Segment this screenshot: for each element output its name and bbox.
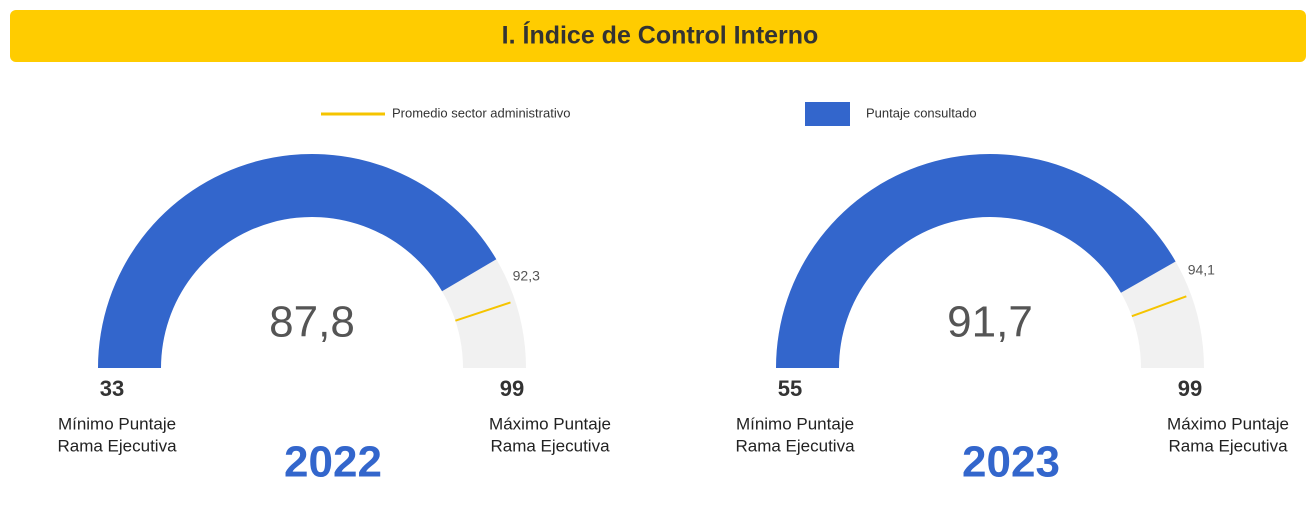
max-label: Máximo Puntaje (489, 414, 611, 433)
max-tick: 99 (500, 376, 524, 401)
max-label: Rama Ejecutiva (490, 436, 610, 455)
legend-swatch (805, 102, 850, 126)
min-label: Mínimo Puntaje (58, 414, 176, 433)
max-label: Rama Ejecutiva (1168, 436, 1288, 455)
gauge-title: 2023 (962, 438, 1060, 487)
min-label: Rama Ejecutiva (735, 436, 855, 455)
min-label: Mínimo Puntaje (736, 414, 854, 433)
legend-label: Promedio sector administrativo (392, 105, 570, 120)
reference-label: 94,1 (1188, 261, 1215, 277)
header-bar (10, 10, 1306, 62)
gauge-value-arc (98, 153, 497, 368)
min-tick: 33 (100, 376, 124, 401)
min-tick: 55 (778, 376, 802, 401)
max-label: Máximo Puntaje (1167, 414, 1289, 433)
reference-line (455, 301, 511, 322)
gauge-title: 2022 (284, 438, 382, 487)
max-tick: 99 (1178, 376, 1202, 401)
gauge-value: 91,7 (947, 298, 1033, 347)
header-title: I. Índice de Control Interno (502, 21, 819, 50)
legend-label: Puntaje consultado (866, 105, 977, 120)
gauge-value: 87,8 (269, 298, 355, 347)
min-label: Rama Ejecutiva (57, 436, 177, 455)
reference-label: 92,3 (513, 268, 540, 284)
reference-line (1131, 295, 1187, 318)
gauge-value-arc (776, 153, 1176, 368)
